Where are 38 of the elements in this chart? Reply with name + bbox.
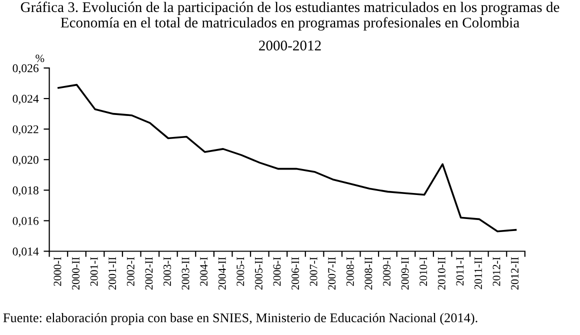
y-tick-label: 0,024: [12, 94, 39, 104]
x-tick-label: 2008-I: [346, 257, 354, 286]
x-tick-label: 2011-I: [456, 257, 464, 286]
x-tick-label: 2004-I: [200, 257, 208, 286]
x-tick-label: 2010-I: [420, 257, 428, 286]
x-tick-label: 2005-II: [254, 257, 262, 290]
y-tick-label: 0,022: [12, 125, 38, 135]
x-tick-label: 2009-II: [401, 257, 409, 290]
x-tick-label: 2000-II: [72, 257, 80, 290]
y-tick-label: 0,020: [12, 156, 38, 166]
x-tick-label: 2000-I: [54, 257, 62, 286]
x-tick-label: 2009-I: [382, 257, 390, 286]
y-axis-title: %: [36, 54, 44, 62]
chart-subtitle: 2000-2012: [259, 40, 321, 50]
x-tick-label: 2005-I: [236, 257, 244, 286]
x-tick-label: 2006-II: [292, 257, 300, 290]
x-tick-label: 2003-II: [182, 257, 190, 290]
y-tick-label: 0,018: [12, 186, 38, 196]
x-tick-label: 2002-I: [126, 257, 134, 286]
x-tick-label: 2001-II: [108, 257, 116, 290]
x-tick-label: 2011-II: [474, 257, 482, 290]
x-tick-label: 2002-II: [145, 257, 153, 290]
x-tick-label: 2010-II: [438, 257, 446, 290]
x-tick-label: 2004-II: [218, 257, 226, 290]
y-tick-label: 0,016: [12, 216, 39, 227]
line-series: [58, 84, 517, 232]
x-tick-label: 2007-I: [310, 257, 318, 286]
y-tick-label: 0,014: [12, 247, 39, 258]
x-tick-label: 2007-II: [328, 257, 336, 290]
source-note: Fuente: elaboración propia con base en SNIES, Ministerio de Educación Nacional (2014).: [3, 312, 478, 325]
x-tick-label: 2001-I: [90, 257, 98, 286]
chart-title: Gráfica 3. Evolución de la participación de los estudiantes matriculados en los programas de Economía en el total de matriculados en programas profesionales en Colombia: [20, 2, 560, 31]
y-tick-label: 0,026: [12, 64, 39, 74]
x-tick-label: 2006-I: [273, 257, 281, 286]
x-tick-label: 2012-I: [492, 257, 500, 286]
x-tick-label: 2012-II: [511, 257, 519, 290]
x-tick-label: 2003-I: [163, 257, 171, 286]
x-tick-label: 2008-II: [364, 257, 372, 290]
